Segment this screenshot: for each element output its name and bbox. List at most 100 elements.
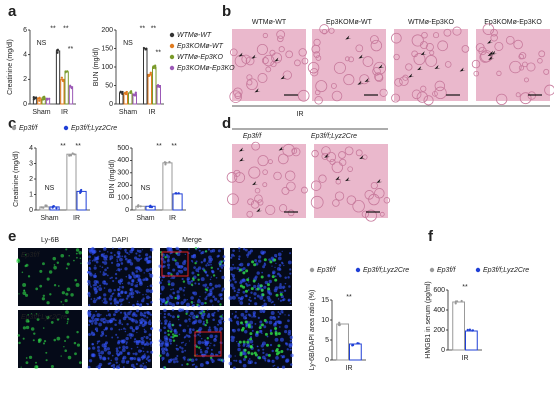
signal (22, 337, 25, 340)
signal (183, 298, 187, 302)
signal (94, 273, 96, 275)
signal (167, 266, 170, 269)
signal (187, 325, 189, 327)
legend-marker (475, 267, 481, 273)
signal (88, 304, 91, 307)
signal (138, 249, 142, 253)
signal (232, 249, 235, 252)
signal (126, 341, 128, 344)
signal (220, 297, 223, 301)
signal (94, 264, 96, 267)
signal (245, 323, 249, 327)
signal (249, 345, 253, 349)
signal (117, 309, 120, 312)
tubule (251, 141, 261, 151)
signal (189, 358, 192, 361)
signal (123, 255, 127, 258)
signal (230, 283, 234, 288)
dot (125, 91, 128, 94)
tubule (265, 204, 276, 216)
signal (35, 361, 37, 364)
signal (53, 264, 56, 266)
signal (143, 311, 147, 315)
signal (231, 295, 236, 300)
signal (245, 295, 248, 298)
signal (164, 319, 168, 323)
signal (103, 280, 106, 283)
legend-label: Ep3f/f;Lyz2Cre (363, 267, 409, 274)
histology-image (394, 29, 468, 101)
signal (135, 319, 137, 321)
signal (235, 359, 238, 362)
bar (49, 206, 60, 211)
signal (254, 302, 258, 306)
signal (248, 296, 251, 299)
signal (125, 275, 128, 278)
signal (134, 320, 139, 324)
signal (158, 264, 162, 268)
signal (142, 297, 145, 300)
signal (137, 277, 142, 282)
signal (167, 322, 172, 326)
signal (57, 285, 60, 287)
signal (283, 264, 285, 267)
signal (192, 315, 196, 320)
signal (277, 311, 280, 313)
signal (132, 352, 135, 355)
signal (184, 344, 187, 346)
tubule (379, 211, 385, 217)
signal (161, 347, 165, 352)
signal (267, 274, 271, 278)
bar (123, 93, 128, 105)
signal (267, 287, 271, 291)
signal (275, 356, 279, 360)
signal (164, 341, 169, 346)
tubule (413, 53, 426, 66)
signal (277, 298, 280, 300)
tubule (352, 199, 365, 213)
signal (275, 293, 279, 297)
signal (131, 328, 136, 333)
signal (194, 282, 197, 285)
bar (452, 301, 465, 351)
arrow (417, 66, 424, 71)
signal (22, 326, 26, 330)
arrow (459, 67, 466, 72)
signal (174, 296, 177, 300)
tubule (496, 70, 502, 76)
signal (88, 259, 91, 262)
signal (172, 358, 175, 361)
signal (75, 283, 80, 287)
annotation: NS (37, 40, 47, 47)
signal (145, 361, 148, 364)
signal (186, 276, 191, 281)
signal (104, 268, 107, 272)
signal (60, 355, 62, 357)
signal (281, 355, 284, 358)
group-label: IR (297, 111, 304, 118)
signal (173, 360, 176, 364)
signal (191, 261, 194, 263)
signal (245, 282, 248, 285)
signal (271, 265, 273, 267)
signal (176, 295, 181, 300)
signal (75, 248, 80, 252)
signal (191, 363, 194, 366)
signal (120, 262, 124, 265)
signal (149, 267, 153, 271)
signal (42, 342, 46, 345)
signal (194, 261, 197, 265)
tubule (394, 78, 403, 87)
y-tick-label: 4 (29, 145, 33, 152)
tubule (490, 34, 498, 42)
y-tick-label: 0 (325, 357, 329, 364)
signal (46, 301, 50, 305)
signal (20, 366, 22, 368)
signal (131, 279, 135, 283)
dot (48, 97, 51, 100)
signal (165, 253, 169, 257)
signal (289, 339, 293, 343)
signal (88, 267, 92, 271)
tubule (370, 181, 378, 190)
arrow (364, 77, 371, 82)
